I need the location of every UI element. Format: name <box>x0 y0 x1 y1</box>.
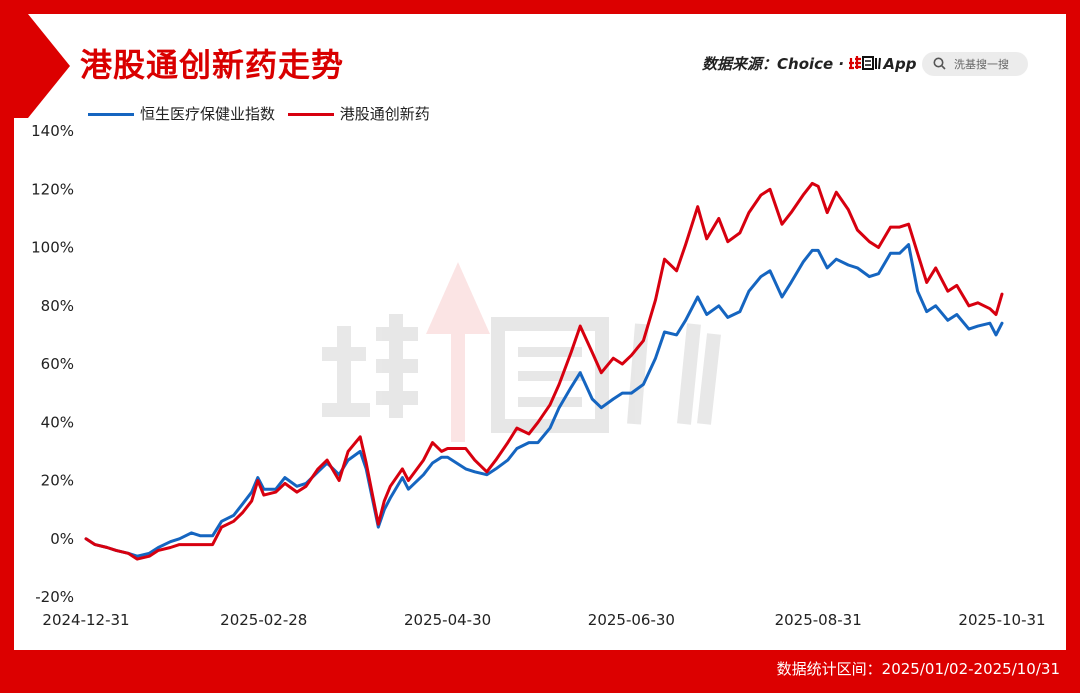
search-box[interactable]: 洗基搜一搜 <box>922 52 1028 76</box>
y-tick-label: 20% <box>41 472 74 490</box>
x-tick-label: 2025-06-30 <box>588 611 675 629</box>
source-label: 数据来源：Choice · <box>702 55 850 73</box>
legend-item-hs-healthcare: 恒生医疗保健业指数 <box>88 103 275 124</box>
y-tick-label: 120% <box>31 180 74 198</box>
brand-logo <box>849 56 882 70</box>
y-tick-label: 60% <box>41 355 74 373</box>
source-app: App <box>883 55 917 73</box>
legend-label-hs-healthcare: 恒生医疗保健业指数 <box>140 105 276 123</box>
search-icon <box>933 57 946 70</box>
legend-swatch-innovative-drug <box>287 113 334 116</box>
x-axis: 2024-12-31 2025-02-28 2025-04-30 2025-06-30… <box>42 611 1045 629</box>
y-axis: -20% 0% 20% 40% 60% 80% 100% 120% 140% <box>31 122 74 606</box>
corner-decoration <box>14 14 70 118</box>
watermark-logo <box>322 262 721 442</box>
y-tick-label: 140% <box>31 122 74 140</box>
line-chart: -20% 0% 20% 40% 60% 80% 100% 120% 140% 2024-12-3… <box>31 122 1045 629</box>
legend-swatch-hs-healthcare <box>88 113 134 116</box>
y-tick-label: 80% <box>41 297 74 315</box>
legend: 恒生医疗保健业指数 港股通创新药 <box>88 103 438 124</box>
search-placeholder: 洗基搜一搜 <box>954 58 1009 71</box>
series-line-innovative-drug <box>84 181 1004 561</box>
date-range-footer: 数据统计区间：2025/01/02-2025/10/31 <box>776 660 1060 678</box>
y-tick-label: -20% <box>35 588 74 606</box>
chart-title: 港股通创新药走势 <box>80 46 345 84</box>
y-tick-label: 100% <box>31 239 74 257</box>
x-tick-label: 2025-08-31 <box>775 611 862 629</box>
x-tick-label: 2025-02-28 <box>220 611 307 629</box>
data-source: 数据来源：Choice · App <box>702 53 916 74</box>
series-line-hs-healthcare <box>84 243 1004 558</box>
x-tick-label: 2025-10-31 <box>958 611 1045 629</box>
legend-label-innovative-drug: 港股通创新药 <box>339 105 430 123</box>
x-tick-label: 2024-12-31 <box>42 611 129 629</box>
x-tick-label: 2025-04-30 <box>404 611 491 629</box>
series-lines <box>84 181 1004 561</box>
chart-card: 港股通创新药走势 数据来源：Choice · App 洗基搜一搜 恒生医疗保健业… <box>14 14 1066 650</box>
y-tick-label: 0% <box>50 530 74 548</box>
y-tick-label: 40% <box>41 413 74 431</box>
legend-item-innovative-drug: 港股通创新药 <box>287 103 430 124</box>
